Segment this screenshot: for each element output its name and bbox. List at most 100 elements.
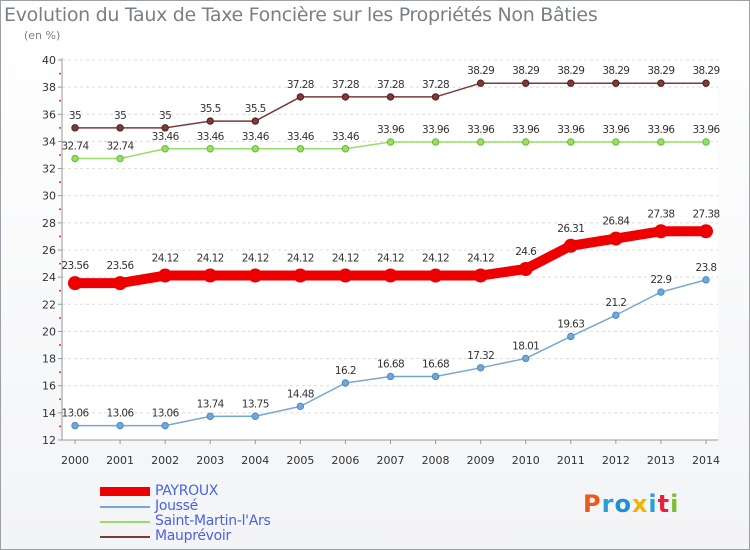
x-tick-label: 2009 — [467, 454, 495, 467]
x-tick-label: 2000 — [61, 454, 89, 467]
data-point — [428, 268, 443, 283]
proxiti-logo: Proxiti — [583, 490, 680, 518]
data-point — [702, 79, 710, 87]
data-label: 33.96 — [512, 124, 540, 136]
x-tick-label: 2004 — [241, 454, 269, 467]
y-minor-dot — [59, 289, 61, 292]
data-point — [567, 332, 575, 341]
data-label: 35.5 — [200, 103, 221, 115]
y-tick-label: 12 — [42, 434, 56, 447]
y-minor-dot — [59, 425, 61, 428]
data-point — [476, 138, 485, 146]
data-label: 32.74 — [107, 141, 135, 153]
x-tick-label: 2002 — [151, 454, 179, 467]
data-label: 33.96 — [647, 124, 675, 136]
data-point — [612, 79, 620, 87]
x-tick-label: 2006 — [331, 454, 359, 467]
data-label: 13.06 — [61, 408, 89, 420]
data-label: 33.96 — [692, 124, 720, 136]
y-tick-label: 18 — [42, 353, 56, 366]
data-label: 16.2 — [335, 365, 356, 377]
data-point — [612, 311, 620, 319]
data-label: 38.29 — [512, 65, 539, 77]
data-point — [206, 117, 214, 125]
data-point — [657, 138, 665, 146]
y-tick-label: 30 — [42, 190, 56, 203]
y-tick-label: 20 — [42, 325, 56, 338]
data-point — [113, 276, 128, 291]
data-label: 33.96 — [602, 124, 630, 136]
data-point — [116, 154, 124, 163]
data-point — [206, 145, 214, 153]
data-label: 33.96 — [467, 124, 495, 136]
data-point — [68, 276, 82, 291]
data-label: 38.29 — [602, 65, 629, 77]
data-label: 16.68 — [422, 358, 449, 370]
data-point — [71, 421, 79, 430]
y-tick-label: 22 — [42, 298, 56, 311]
data-point — [567, 138, 575, 146]
data-label: 38.29 — [557, 65, 584, 77]
data-label: 35 — [159, 110, 171, 122]
legend-swatch — [100, 521, 150, 523]
y-tick-label: 38 — [42, 81, 56, 94]
x-tick-label: 2011 — [557, 454, 585, 467]
data-point — [567, 79, 575, 87]
y-tick-label: 26 — [42, 244, 56, 257]
y-minor-dot — [59, 154, 61, 156]
y-tick-label: 32 — [42, 163, 56, 176]
data-label: 17.32 — [467, 350, 494, 362]
data-point — [522, 79, 530, 87]
data-label: 14.48 — [287, 388, 314, 400]
y-minor-dot — [59, 181, 61, 184]
data-point — [476, 79, 485, 87]
data-label: 24.12 — [152, 253, 179, 265]
data-point — [386, 372, 395, 381]
data-label: 19.63 — [557, 318, 584, 330]
data-point — [702, 138, 710, 146]
data-point — [296, 93, 305, 101]
y-tick-label: 40 — [42, 54, 56, 67]
data-label: 24.12 — [332, 253, 359, 265]
y-tick-label: 28 — [42, 217, 56, 230]
data-point — [71, 154, 79, 163]
data-label: 27.38 — [692, 208, 719, 220]
data-label: 16.68 — [377, 358, 404, 370]
data-point — [251, 412, 259, 420]
data-point — [206, 412, 214, 421]
y-minor-dot — [59, 126, 61, 129]
legend-label: Mauprévoir — [155, 528, 231, 544]
x-tick-label: 2013 — [647, 454, 675, 467]
y-minor-dot — [59, 398, 61, 401]
y-minor-dot — [59, 208, 61, 211]
axes: 12 14 16 18 20 22 24 26 28 30 32 34 36 38 40 2000 2001 20… — [42, 54, 720, 467]
data-point — [608, 231, 623, 246]
data-label: 35.5 — [245, 103, 266, 115]
data-point — [657, 79, 665, 87]
data-label: 33.96 — [557, 124, 585, 136]
data-label: 33.46 — [197, 131, 225, 143]
y-minor-dot — [59, 371, 61, 374]
legend-swatch — [100, 487, 150, 496]
data-label: 13.06 — [107, 408, 135, 420]
x-tick-label: 2014 — [692, 454, 720, 467]
data-point — [161, 421, 169, 430]
legend-label: Joussé — [155, 498, 198, 514]
data-label: 22.9 — [650, 274, 671, 286]
y-minor-dot — [59, 99, 61, 102]
data-label: 33.46 — [242, 131, 270, 143]
y-tick-label: 16 — [42, 380, 56, 393]
data-point — [518, 262, 533, 276]
data-label: 33.46 — [332, 131, 360, 143]
data-label: 35 — [114, 110, 126, 122]
data-label: 37.28 — [422, 79, 449, 91]
data-point — [341, 93, 350, 101]
data-point — [522, 354, 530, 363]
data-point — [653, 224, 668, 239]
data-labels: 23.56 23.56 24.12 24.12 24.12 24.12 24.12 24.12… — [61, 65, 721, 420]
y-tick-label: 24 — [42, 271, 56, 284]
data-label: 26.84 — [602, 216, 630, 228]
chart-title: Evolution du Taux de Taxe Foncière sur l… — [4, 4, 598, 26]
data-label: 37.28 — [332, 79, 359, 91]
data-point — [296, 402, 305, 411]
